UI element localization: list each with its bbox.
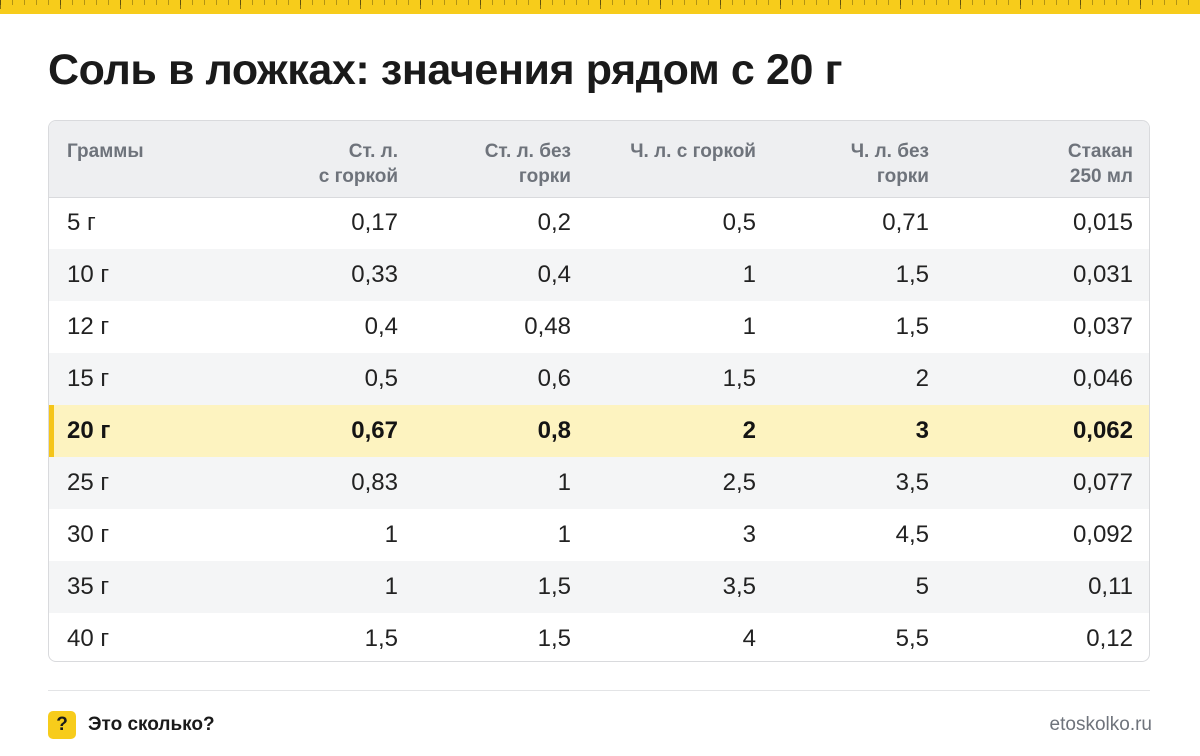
table-cell: 5,5 — [895, 625, 929, 652]
table-cell: 0,83 — [351, 469, 398, 496]
table-cell: 0,046 — [1072, 365, 1133, 392]
table-cell: 0,037 — [1072, 313, 1133, 340]
table-cell: 4 — [742, 625, 756, 652]
table-header-row: Граммы Ст. л. с горкой Ст. л. без горки Ч.… — [49, 121, 1149, 198]
table-body: 5 г 0,17 0,2 0,5 0,71 0,015 10 г 0,33 0,4 1 1,5 0,0… — [49, 197, 1149, 661]
table-cell: 0,33 — [351, 261, 398, 288]
table-cell: 1,5 — [364, 625, 398, 652]
table-row: 20 г 0,67 0,8 2 3 0,062 — [49, 405, 1149, 457]
table-cell: 1 — [384, 573, 398, 600]
table-cell: 0,4 — [364, 313, 398, 340]
table-cell: 0,077 — [1072, 469, 1133, 496]
table-cell: 0,48 — [524, 313, 571, 340]
row-grams-cell: 25 г — [67, 469, 110, 496]
table-cell: 0,11 — [1088, 573, 1133, 600]
row-grams-cell: 40 г — [67, 625, 110, 652]
table-cell: 0,2 — [537, 209, 571, 237]
table-cell: 2 — [915, 365, 929, 392]
table-cell: 3 — [742, 521, 756, 548]
table-cell: 1,5 — [895, 261, 929, 288]
table-cell: 0,12 — [1086, 625, 1133, 652]
table-row: 40 г 1,5 1,5 4 5,5 0,12 — [49, 613, 1149, 661]
row-grams-cell: 10 г — [67, 261, 110, 288]
column-header-grams: Граммы — [49, 121, 249, 198]
table-cell: 0,67 — [351, 417, 398, 444]
row-grams-cell: 20 г — [49, 405, 249, 457]
table-cell: 0,031 — [1072, 261, 1133, 288]
table-cell: 1 — [742, 313, 756, 340]
table-cell: 0,4 — [537, 261, 571, 288]
column-header-tbsp-level: Ст. л. без горки — [416, 121, 589, 198]
table-row: 10 г 0,33 0,4 1 1,5 0,031 — [49, 249, 1149, 301]
table-cell: 0,71 — [882, 209, 929, 237]
footer-brand-name: Это сколько? — [88, 714, 215, 735]
table-cell: 2 — [742, 417, 756, 444]
table-row: 25 г 0,83 1 2,5 3,5 0,077 — [49, 457, 1149, 509]
question-mark-icon: ? — [48, 711, 76, 739]
column-header-tsp-level: Ч. л. без горки — [774, 121, 947, 198]
table-cell: 3,5 — [895, 469, 929, 496]
table-cell: 1,5 — [895, 313, 929, 340]
table-cell: 1,5 — [537, 573, 571, 600]
table-row: 35 г 1 1,5 3,5 5 0,11 — [49, 561, 1149, 613]
table-row: 12 г 0,4 0,48 1 1,5 0,037 — [49, 301, 1149, 353]
table-cell: 0,6 — [537, 365, 571, 392]
row-grams-cell: 35 г — [67, 573, 110, 600]
table-cell: 0,015 — [1072, 209, 1133, 237]
table-cell: 3,5 — [722, 573, 756, 600]
footer-divider — [48, 690, 1150, 691]
table-cell: 0,092 — [1072, 521, 1133, 548]
table-row: 15 г 0,5 0,6 1,5 2 0,046 — [49, 353, 1149, 405]
row-grams-cell: 12 г — [67, 313, 110, 340]
column-header-tsp-heaped: Ч. л. с горкой — [589, 121, 774, 198]
table-cell: 5 — [915, 573, 929, 600]
top-ruler-stripe — [0, 0, 1200, 14]
table-row: 5 г 0,17 0,2 0,5 0,71 0,015 — [49, 197, 1149, 249]
table-cell: 2,5 — [722, 469, 756, 496]
salt-table-card: Граммы Ст. л. с горкой Ст. л. без горки Ч.… — [48, 120, 1150, 662]
table-cell: 1 — [384, 521, 398, 548]
page-title: Соль в ложках: значения рядом с 20 г — [48, 46, 843, 94]
table-cell: 0,5 — [722, 209, 756, 237]
table-cell: 1 — [557, 521, 571, 548]
row-grams-cell: 15 г — [67, 365, 110, 392]
table-cell: 3 — [915, 417, 929, 444]
table-row: 30 г 1 1 3 4,5 0,092 — [49, 509, 1149, 561]
table-cell: 0,8 — [537, 417, 571, 444]
column-header-glass-250ml: Стакан 250 мл — [947, 121, 1149, 198]
footer-site-link[interactable]: etoskolko.ru — [1049, 714, 1152, 735]
table-cell: 1 — [557, 469, 571, 496]
salt-conversion-table: Граммы Ст. л. с горкой Ст. л. без горки Ч.… — [49, 121, 1149, 661]
row-grams-cell: 5 г — [67, 209, 96, 237]
table-cell: 1 — [742, 261, 756, 288]
column-header-tbsp-heaped: Ст. л. с горкой — [249, 121, 416, 198]
table-cell: 0,17 — [351, 209, 398, 237]
table-cell: 4,5 — [895, 521, 929, 548]
table-cell: 1,5 — [537, 625, 571, 652]
row-grams-cell: 30 г — [67, 521, 110, 548]
table-cell: 1,5 — [722, 365, 756, 392]
table-cell: 0,062 — [1072, 417, 1133, 444]
table-cell: 0,5 — [364, 365, 398, 392]
